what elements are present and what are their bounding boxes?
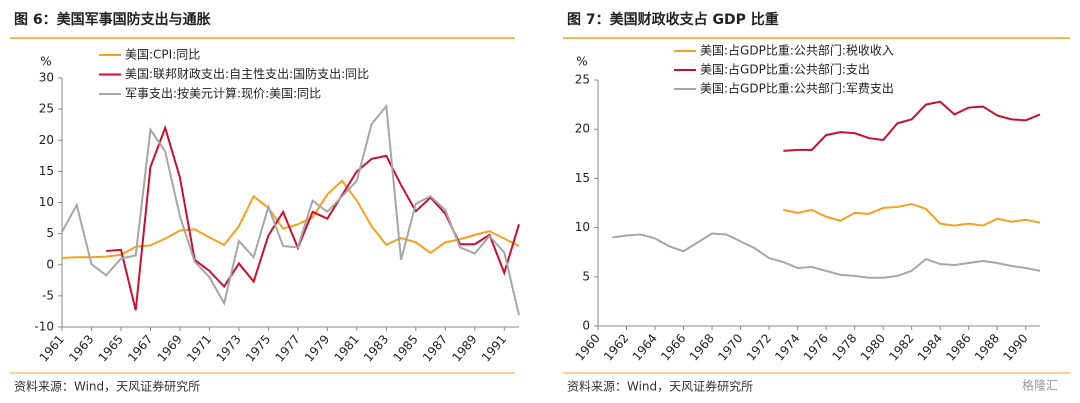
legend-label: 美国:联邦财政支出:自主性支出:国防支出:同比 xyxy=(125,66,369,81)
x-tick-label: 1990 xyxy=(1000,331,1030,363)
y-tick-label: 20 xyxy=(575,122,590,136)
y-tick-label: 25 xyxy=(575,73,590,87)
x-tick-label: 1975 xyxy=(243,332,273,364)
x-tick-label: 1977 xyxy=(272,332,302,364)
y-tick-label: 15 xyxy=(39,164,54,178)
x-tick-label: 1972 xyxy=(744,331,774,363)
x-tick-label: 1981 xyxy=(331,332,361,364)
x-tick-label: 1974 xyxy=(772,331,802,363)
series-line xyxy=(106,124,520,311)
x-tick-label: 1987 xyxy=(420,332,450,364)
watermark: 格隆汇 xyxy=(1022,378,1058,393)
legend-label: 美国:CPI:同比 xyxy=(125,48,200,62)
x-tick-label: 1982 xyxy=(886,331,916,363)
x-tick-label: 1967 xyxy=(125,332,155,364)
y-tick-label: 30 xyxy=(39,71,54,85)
chart-title: 图 6：美国军事国防支出与通胀 xyxy=(14,11,211,28)
x-tick-label: 1988 xyxy=(972,331,1002,363)
x-tick-label: 1965 xyxy=(96,332,126,364)
y-unit: % xyxy=(576,55,587,69)
x-tick-label: 1966 xyxy=(658,331,688,363)
series-line xyxy=(61,103,520,316)
x-tick-label: 1969 xyxy=(155,332,185,364)
x-tick-label: 1964 xyxy=(630,331,660,363)
series-line xyxy=(612,232,1041,279)
x-tick-label: 1961 xyxy=(37,332,67,364)
y-tick-label: 5 xyxy=(582,269,590,283)
legend-label: 军事支出:按美元计算:现价:美国:同比 xyxy=(125,86,321,101)
legend-label: 美国:占GDP比重:公共部门:税收收入 xyxy=(700,43,894,58)
x-tick-label: 1968 xyxy=(687,331,717,363)
y-tick-label: -10 xyxy=(34,320,54,334)
series-line xyxy=(61,179,520,259)
x-tick-label: 1983 xyxy=(361,332,391,364)
x-tick-label: 1963 xyxy=(66,332,96,364)
y-tick-label: 25 xyxy=(39,102,54,116)
y-unit: % xyxy=(40,55,51,69)
y-tick-label: 20 xyxy=(39,133,54,147)
x-tick-label: 1960 xyxy=(573,331,603,363)
x-tick-label: 1986 xyxy=(943,331,973,363)
legend-label: 美国:占GDP比重:公共部门:支出 xyxy=(700,62,870,77)
x-tick-label: 1980 xyxy=(858,331,888,363)
x-tick-label: 1984 xyxy=(915,331,945,363)
x-tick-label: 1989 xyxy=(449,332,479,364)
x-tick-label: 1962 xyxy=(601,331,631,363)
x-tick-label: 1991 xyxy=(479,332,509,364)
x-tick-label: 1973 xyxy=(214,332,244,364)
x-tick-label: 1976 xyxy=(801,331,831,363)
y-tick-label: 0 xyxy=(582,319,590,333)
series-line xyxy=(783,100,1041,152)
y-tick-label: 10 xyxy=(575,220,590,234)
series-line xyxy=(783,202,1041,227)
y-tick-label: 5 xyxy=(46,226,54,240)
x-tick-label: 1985 xyxy=(390,332,420,364)
x-tick-label: 1979 xyxy=(302,332,332,364)
x-tick-label: 1970 xyxy=(715,331,745,363)
source-note: 资料来源：Wind，天风证券研究所 xyxy=(14,379,200,394)
y-tick-label: -5 xyxy=(42,288,54,302)
y-tick-label: 10 xyxy=(39,195,54,209)
legend-label: 美国:占GDP比重:公共部门:军费支出 xyxy=(700,81,894,96)
x-tick-label: 1971 xyxy=(184,332,214,364)
source-note: 资料来源：Wind，天风证券研究所 xyxy=(567,379,753,394)
x-tick-label: 1978 xyxy=(829,331,859,363)
y-tick-label: 15 xyxy=(575,171,590,185)
chart-title: 图 7：美国财政收支占 GDP 比重 xyxy=(567,11,779,28)
y-tick-label: 0 xyxy=(46,257,54,271)
